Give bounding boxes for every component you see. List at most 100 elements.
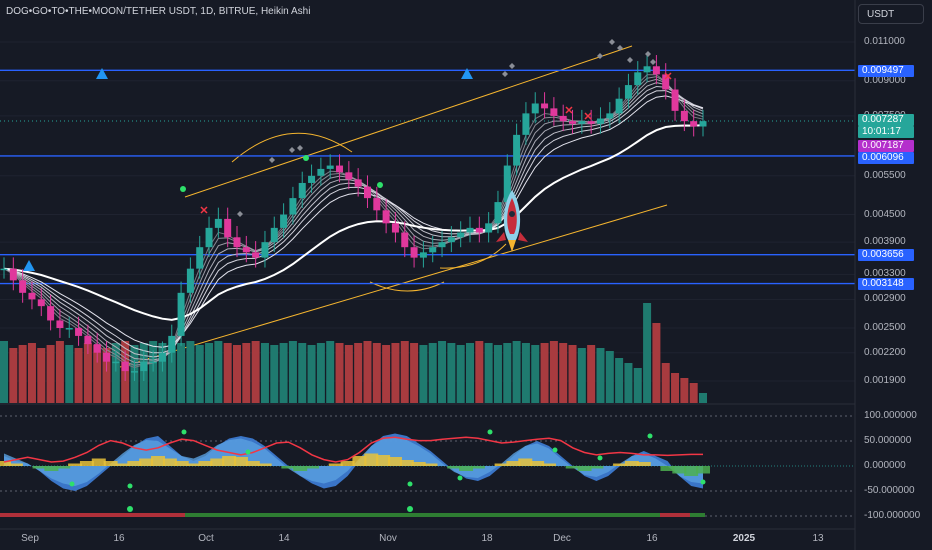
time-tick-label: Dec xyxy=(553,533,571,544)
ema-main-line xyxy=(3,124,704,321)
money-flow-bar xyxy=(245,461,260,466)
money-flow-bar xyxy=(696,466,710,474)
volume-bar xyxy=(65,345,74,403)
volume-bar xyxy=(242,343,251,403)
candle-body xyxy=(233,237,241,248)
candle-body xyxy=(699,121,707,127)
diamond-marker xyxy=(617,45,623,51)
oscillator-pane xyxy=(0,415,855,517)
oscillator-cross-dot xyxy=(407,481,413,487)
candle-body xyxy=(130,371,138,373)
trend-strip xyxy=(690,513,705,517)
oscillator-cross-dot xyxy=(552,447,558,453)
money-flow-bar xyxy=(68,463,83,466)
volume-bar xyxy=(18,345,27,403)
price-tick-label: 0.004500 xyxy=(864,208,906,220)
money-flow-bar xyxy=(376,455,391,466)
volume-bar xyxy=(615,358,624,403)
volume-bar xyxy=(83,343,92,403)
candle-body xyxy=(224,218,232,238)
money-flow-bar xyxy=(233,457,248,466)
candle-body xyxy=(28,292,36,300)
candle-body xyxy=(587,121,595,124)
oscillator-tick-label: -50.000000 xyxy=(864,485,915,496)
buy-signal-triangle xyxy=(23,260,35,271)
diamond-marker xyxy=(289,147,295,153)
volume-bar xyxy=(251,341,260,403)
price-tick-label: 0.002900 xyxy=(864,293,906,305)
oscillator-tick-label: 100.000000 xyxy=(864,410,917,421)
volume-bar xyxy=(46,345,55,403)
candle-body xyxy=(466,227,474,233)
volume-bar xyxy=(475,341,484,403)
price-tick-label: 0.003900 xyxy=(864,236,906,248)
oscillator-cross-dot xyxy=(597,455,603,461)
oscillator-cross-dot xyxy=(647,433,653,439)
money-flow-bar xyxy=(565,466,580,469)
price-tick-label: 0.001900 xyxy=(864,375,906,386)
candle-body xyxy=(261,242,269,258)
candle-body xyxy=(112,361,120,364)
volume-bar xyxy=(680,378,689,403)
candle-body xyxy=(140,361,148,372)
signal-markers xyxy=(23,39,672,271)
candle-body xyxy=(410,247,418,258)
candle-body xyxy=(65,328,73,330)
diamond-marker xyxy=(269,157,275,163)
candle-body xyxy=(196,247,204,269)
time-tick-label: Sep xyxy=(21,533,39,544)
candle-body xyxy=(382,210,390,224)
volume-bar xyxy=(428,343,437,403)
candle-body xyxy=(541,103,549,109)
candle-body xyxy=(56,320,64,329)
currency-button[interactable]: USDT xyxy=(858,4,924,24)
diamond-marker xyxy=(609,39,615,45)
time-tick-label: 18 xyxy=(481,533,493,544)
candle-body xyxy=(336,165,344,173)
candle-body xyxy=(643,66,651,73)
volume-bar xyxy=(288,341,297,403)
sell-cross-marker xyxy=(200,206,208,214)
price-tick-label: 0.002500 xyxy=(864,322,906,334)
ema-ribbon-line xyxy=(3,85,704,358)
money-flow-bar xyxy=(340,461,355,466)
candle-body xyxy=(270,227,278,243)
oscillator-signal-dot xyxy=(407,506,413,512)
time-tick-label: 13 xyxy=(812,533,824,544)
oscillator-tick-label: -100.000000 xyxy=(864,510,921,521)
time-tick-label: 16 xyxy=(646,533,658,544)
candle-body xyxy=(596,118,604,124)
candle-body xyxy=(93,344,101,353)
volume-bar xyxy=(568,345,577,403)
volume-bar xyxy=(531,345,540,403)
ema-ribbon-line xyxy=(3,82,704,361)
volume-bar xyxy=(577,348,586,403)
candle-body xyxy=(690,121,698,127)
candle-body xyxy=(671,89,679,111)
volume-bar xyxy=(363,341,372,403)
candle-body xyxy=(0,268,8,271)
volume-bar xyxy=(447,343,456,403)
diamond-marker xyxy=(627,57,633,63)
channel-lines xyxy=(119,45,668,368)
volume-bar xyxy=(167,345,176,403)
diamond-marker xyxy=(509,63,515,69)
price-tick-label: 0.011000 xyxy=(864,36,905,47)
volume-bar xyxy=(521,343,530,403)
money-flow-bar xyxy=(530,461,545,466)
money-flow-bar xyxy=(281,466,296,469)
volume-bar xyxy=(9,348,18,403)
oscillator-tick-label: 0.000000 xyxy=(864,460,906,471)
volume-bar xyxy=(596,348,605,403)
money-flow-bar xyxy=(162,458,177,466)
trend-strip xyxy=(660,513,690,517)
diamond-marker xyxy=(597,53,603,59)
volume-bar xyxy=(344,345,353,403)
volume-bar xyxy=(233,345,241,403)
buy-signal-triangle xyxy=(461,68,473,79)
money-flow-bar xyxy=(541,463,556,466)
oscillator-cross-dot xyxy=(127,483,133,489)
money-flow-bar xyxy=(364,453,379,466)
time-tick-label: 16 xyxy=(113,533,125,544)
sell-cross-marker xyxy=(584,112,592,120)
